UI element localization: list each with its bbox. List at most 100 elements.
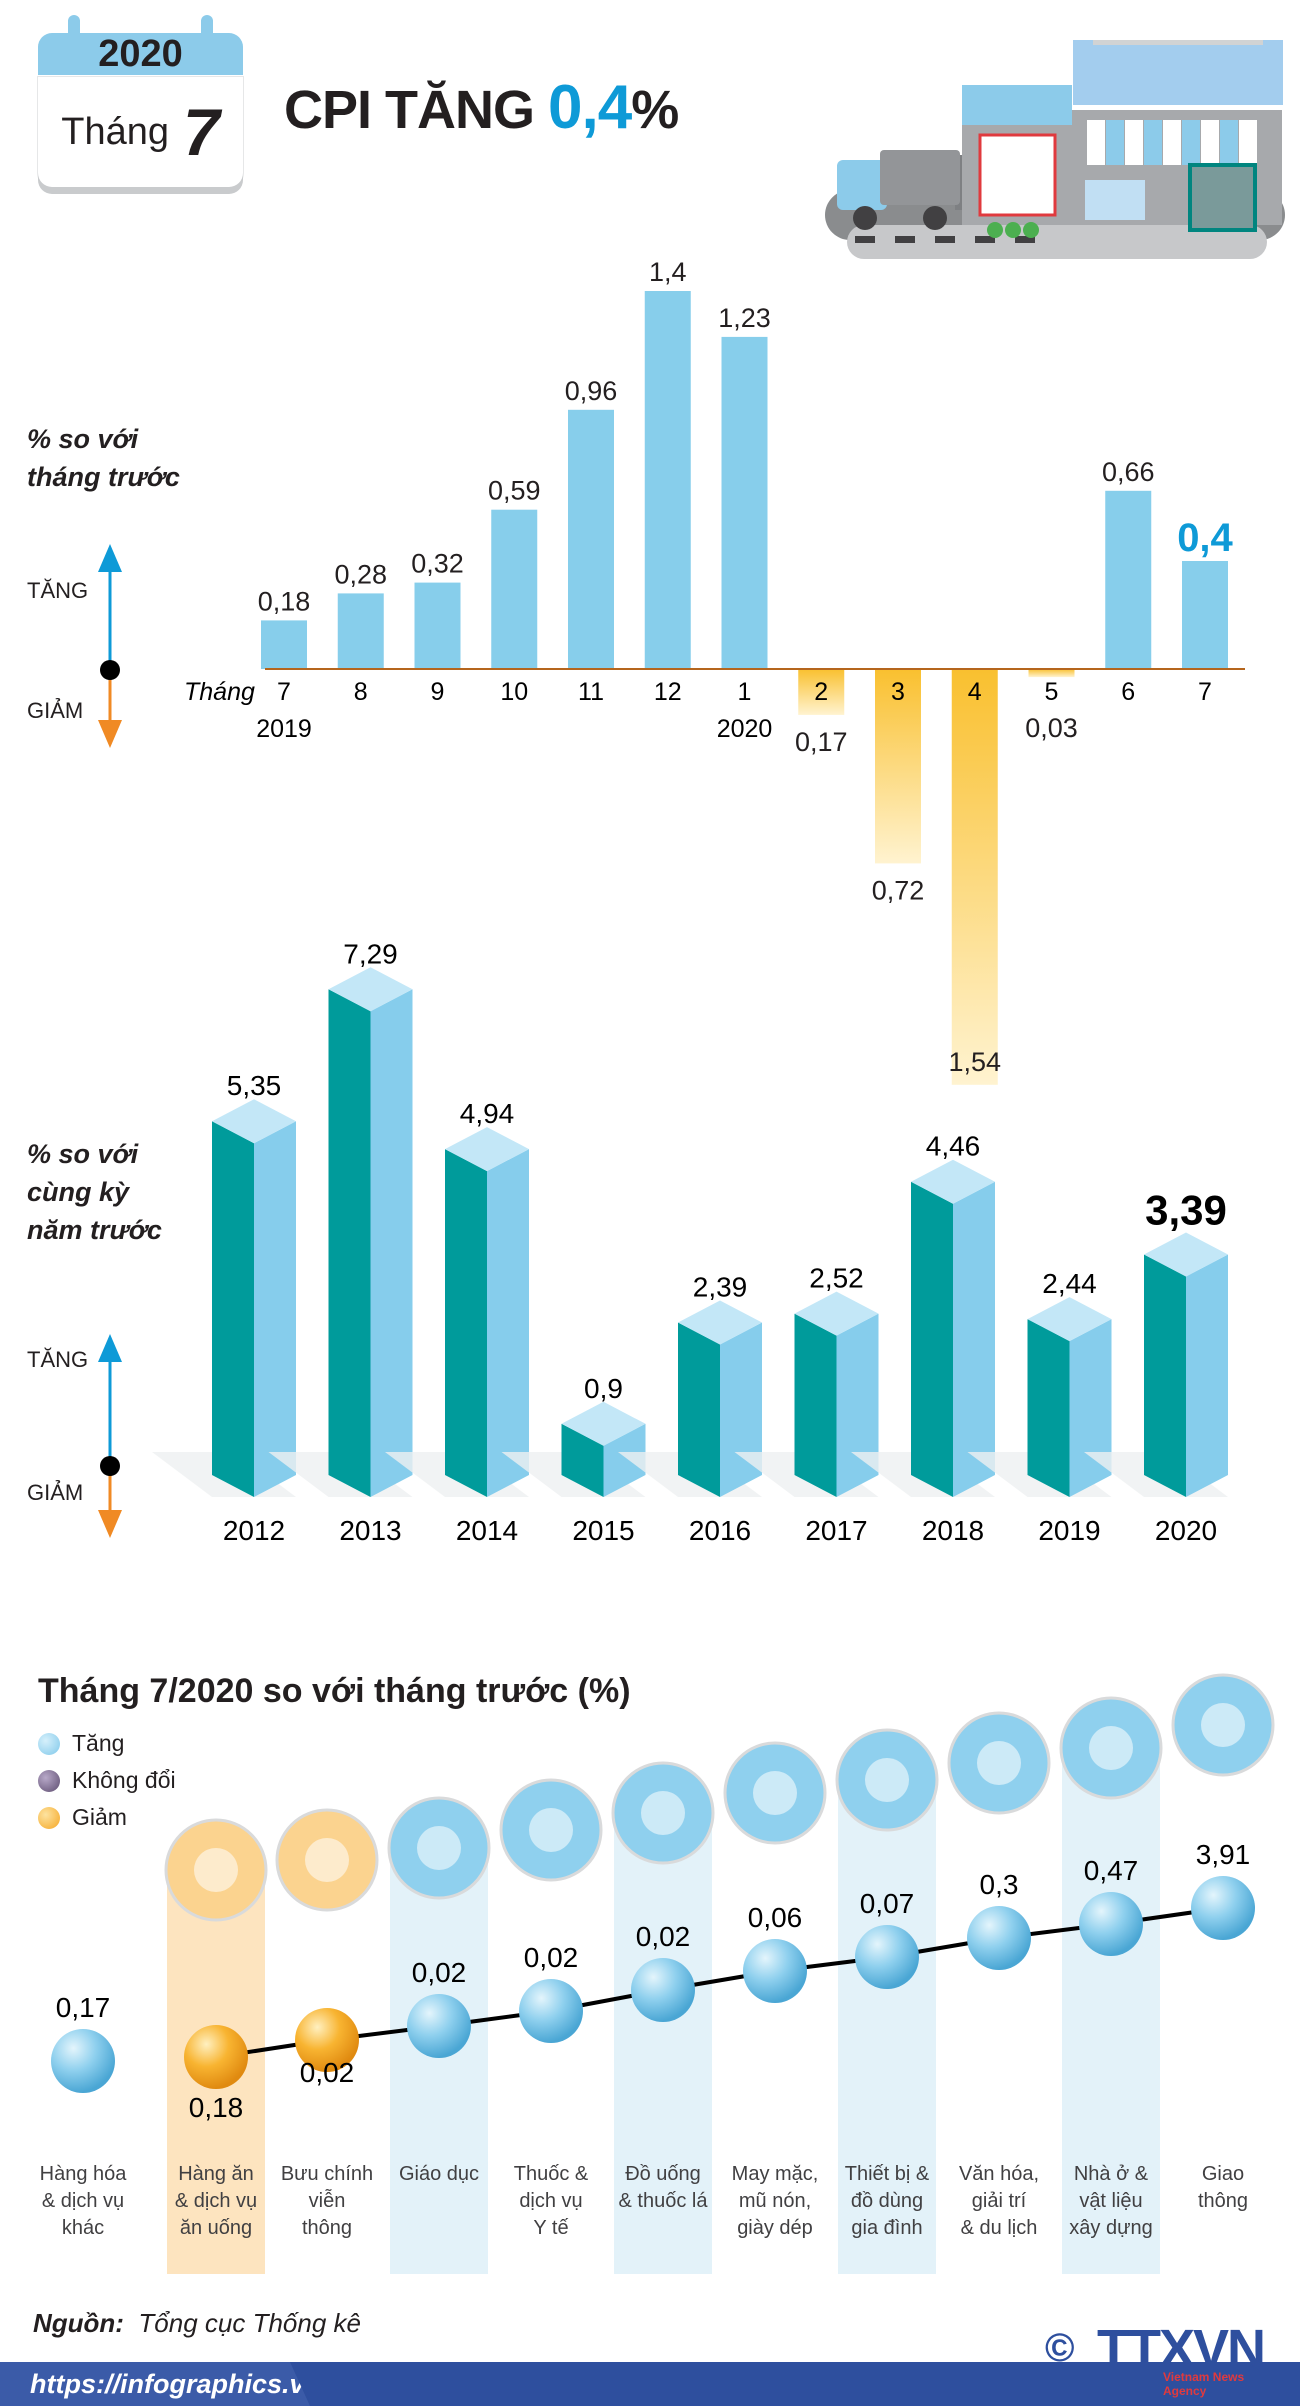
- category-label: & thuốc lá: [619, 2190, 709, 2212]
- antenna-icon-glyph: [305, 1838, 349, 1882]
- page-title: CPI TĂNG 0,4%: [284, 72, 679, 143]
- category-10: 3,91 Giao thông: [1171, 1673, 1275, 2212]
- copyright-icon: ©: [1045, 2326, 1075, 2370]
- value-ball: [631, 1958, 695, 2022]
- ylabel-line: cùng kỳ: [27, 1177, 130, 1207]
- ylabel-line: % so với: [27, 424, 139, 454]
- bar: [1182, 561, 1228, 669]
- bar-side: [487, 1149, 529, 1497]
- source-note: Nguồn: Tổng cục Thống kê: [33, 2308, 361, 2339]
- data-label: 4,46: [926, 1131, 981, 1162]
- title-prefix: CPI TĂNG: [284, 80, 535, 140]
- data-label: 0,32: [411, 549, 464, 579]
- tick-label: 2014: [456, 1515, 518, 1546]
- highlight-band: [614, 1813, 712, 2274]
- legend-label: Giảm: [72, 1804, 127, 1830]
- website-link[interactable]: https://infographics.vn: [0, 2362, 310, 2406]
- calendar-month: Tháng 7: [38, 77, 243, 187]
- bar-top: [911, 1159, 995, 1204]
- value-ball: [519, 1979, 583, 2043]
- chart2-yoy-cpi: 5,35 2012 7,29 2013 4,94 2014 0,9 2015 2,39 2016 2…: [152, 938, 1228, 1546]
- highlight-band: [390, 1848, 488, 2274]
- bar-side: [603, 1423, 646, 1497]
- category-5: 0,02 Đồ uống & thuốc lá: [611, 1761, 715, 2212]
- value-ball: [855, 1925, 919, 1989]
- tick-label: 3: [891, 678, 905, 706]
- tick-label: 6: [1121, 678, 1135, 706]
- highlight-band: [1062, 1748, 1160, 2274]
- month-number: 7: [183, 95, 220, 169]
- bar: [261, 620, 307, 669]
- value-label: 0,3: [980, 1869, 1019, 1900]
- graduation-cap-icon-glyph: [417, 1826, 461, 1870]
- category-0: 0,17 Hàng hóa & dịch vụ khác: [40, 1992, 128, 2239]
- value-label: 0,47: [1084, 1855, 1139, 1886]
- tick-label: 12: [654, 678, 682, 706]
- ylabel-line: % so với: [27, 1139, 139, 1169]
- category-label: dịch vụ: [519, 2190, 582, 2212]
- value-label: 0,07: [860, 1888, 915, 1919]
- bar-side: [720, 1322, 762, 1497]
- legend-item-up: Tăng: [38, 1730, 124, 1757]
- category-label: thông: [1198, 2190, 1248, 2212]
- tick-label: 9: [431, 678, 445, 706]
- bar: [1028, 669, 1075, 678]
- bar: [875, 669, 921, 864]
- value-ball: [295, 2008, 359, 2072]
- chart1-down-label: GIẢM: [27, 698, 84, 723]
- bar-side: [370, 989, 413, 1497]
- bar-front: [678, 1322, 720, 1497]
- bar-side: [254, 1121, 296, 1497]
- category-2: 0,02 Bưu chính viễn thông: [275, 1808, 379, 2239]
- data-label: 0,66: [1102, 457, 1155, 487]
- tick-label: 10: [500, 678, 528, 706]
- data-label: 1,4: [649, 257, 687, 287]
- bar-side: [836, 1313, 879, 1497]
- category-label: Hàng ăn: [178, 2163, 254, 2185]
- category-9: 0,47 Nhà ở & vật liệu xây dựng: [1059, 1696, 1163, 2239]
- category-label: Thuốc &: [514, 2163, 589, 2185]
- tick-label: 2020: [1155, 1515, 1217, 1546]
- data-label: 4,94: [460, 1098, 515, 1129]
- category-label: khác: [62, 2217, 104, 2239]
- category-label: Giao: [1202, 2163, 1244, 2185]
- value-ball: [407, 1994, 471, 2058]
- bar-front: [1144, 1254, 1186, 1497]
- data-label: 2,39: [693, 1271, 748, 1302]
- category-8: 0,3 Văn hóa, giải trí & du lịch: [947, 1711, 1051, 2239]
- bar-front: [212, 1121, 254, 1497]
- category-label: Văn hóa,: [959, 2163, 1039, 2185]
- year-label: 2019: [256, 715, 312, 743]
- zero-dot: [100, 660, 120, 680]
- data-label: 0,72: [872, 875, 925, 905]
- value-label: 0,06: [748, 1902, 803, 1933]
- category-label: vật liệu: [1079, 2190, 1142, 2212]
- chart2-up-label: TĂNG: [27, 1347, 89, 1372]
- category-label: mũ nón,: [739, 2190, 811, 2212]
- ylabel-line: tháng trước: [27, 462, 180, 492]
- legend-item-down: Giảm: [38, 1804, 127, 1831]
- category-label: giải trí: [972, 2190, 1027, 2212]
- tick-label: 2015: [572, 1515, 634, 1546]
- value-label: 0,02: [412, 1957, 467, 1988]
- bar-side: [1069, 1319, 1112, 1497]
- drink-cigarette-icon-glyph: [641, 1791, 685, 1835]
- data-label: 0,96: [565, 376, 618, 406]
- legend-label: Tăng: [72, 1730, 125, 1756]
- chart2-ylabel: % so với cùng kỳ năm trước: [27, 1135, 162, 1249]
- value-ball: [743, 1939, 807, 2003]
- logo-text: TTXVN: [1097, 2319, 1266, 2379]
- tick-label: 2013: [339, 1515, 401, 1546]
- legend-dot: [38, 1732, 60, 1755]
- bar-top: [1144, 1232, 1228, 1277]
- data-label: 0,9: [584, 1373, 623, 1404]
- data-label: 0,03: [1025, 713, 1078, 743]
- source-value: Tổng cục Thống kê: [138, 2308, 361, 2338]
- data-label: 5,35: [227, 1070, 282, 1101]
- store-illustration: [825, 40, 1285, 259]
- legend-dot: [38, 1806, 60, 1829]
- data-label: 0,28: [334, 559, 387, 589]
- bar-front: [794, 1313, 837, 1497]
- title-suffix: %: [631, 80, 679, 140]
- bar: [337, 593, 384, 669]
